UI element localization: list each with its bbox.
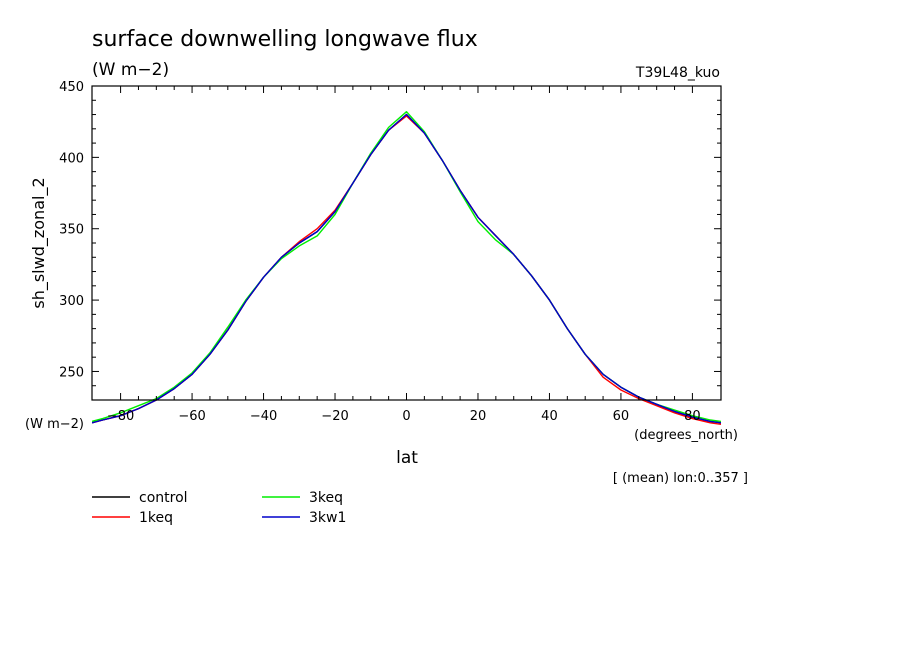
y-tick-label: 300 bbox=[59, 294, 84, 309]
x-tick-label: 60 bbox=[613, 409, 630, 424]
y-tick-label: 350 bbox=[59, 223, 84, 238]
series-group bbox=[92, 110, 721, 425]
legend-label-3keq: 3keq bbox=[309, 490, 343, 506]
y-tick-label: 400 bbox=[59, 151, 84, 166]
run-label: T39L48_kuo bbox=[635, 65, 720, 81]
x-units-label: (degrees_north) bbox=[634, 428, 738, 443]
legend-label-1keq: 1keq bbox=[139, 510, 173, 526]
x-ticks: −80 −60 −40 −20 0 20 40 60 80 bbox=[107, 86, 701, 424]
series-line-3keq bbox=[92, 110, 721, 423]
x-tick-label: −80 bbox=[107, 409, 134, 424]
y-axis-label: sh_slwd_zonal_2 bbox=[29, 177, 49, 308]
legend: control 1keq 3keq 3kw1 bbox=[92, 490, 346, 526]
series-line-control bbox=[92, 113, 721, 424]
series-line-3kw1 bbox=[92, 113, 721, 424]
x-tick-label: 80 bbox=[684, 409, 701, 424]
legend-label-control: control bbox=[139, 490, 188, 506]
x-tick-label: −40 bbox=[250, 409, 277, 424]
plot-frame bbox=[91, 85, 722, 401]
x-tick-label: 40 bbox=[541, 409, 558, 424]
x-tick-label: 20 bbox=[470, 409, 487, 424]
x-tick-label: −60 bbox=[178, 409, 205, 424]
y-tick-label: 250 bbox=[59, 365, 84, 380]
footnote: [ (mean) lon:0..357 ] bbox=[613, 471, 748, 486]
legend-label-3kw1: 3kw1 bbox=[309, 510, 346, 526]
x-axis-label: lat bbox=[396, 448, 418, 468]
y-ticks: 250 300 350 400 450 bbox=[59, 80, 721, 387]
x-tick-label: −20 bbox=[321, 409, 348, 424]
chart-subtitle: (W m−2) bbox=[92, 60, 169, 80]
x-tick-label: 0 bbox=[402, 409, 410, 424]
y-tick-label: 450 bbox=[59, 80, 84, 95]
y-units-label: (W m−2) bbox=[25, 417, 84, 432]
chart-title: surface downwelling longwave flux bbox=[92, 27, 478, 52]
